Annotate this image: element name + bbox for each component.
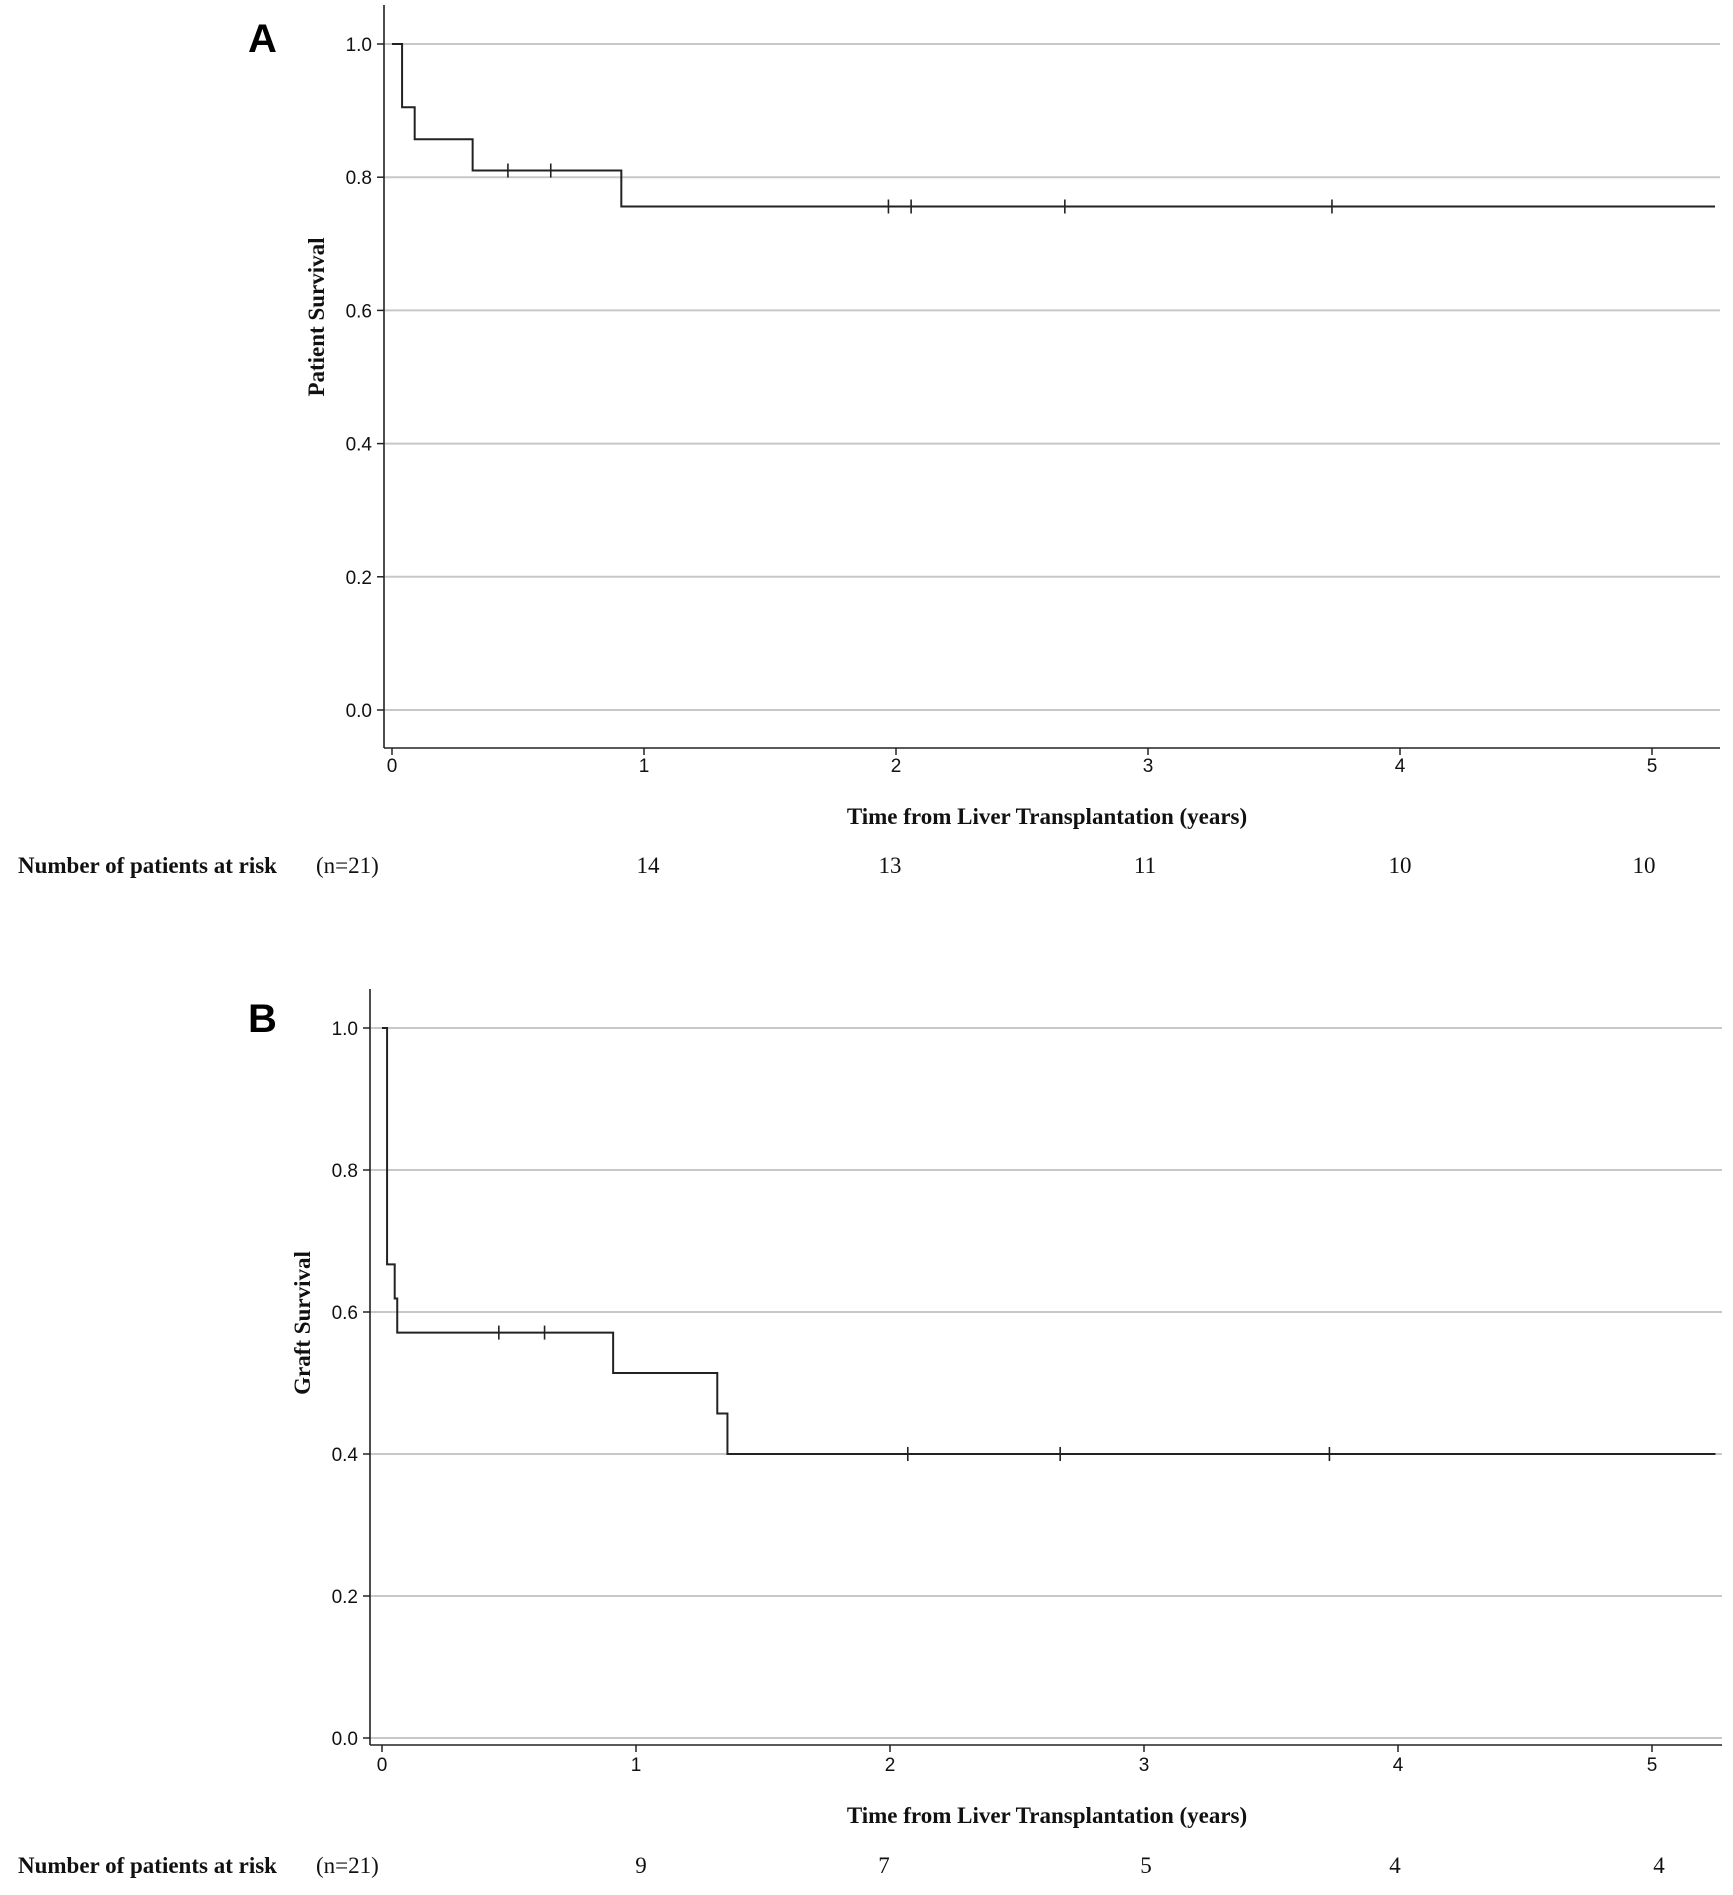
- x-tick-label: 3: [1143, 756, 1154, 777]
- x-tick-label: 0: [377, 1755, 388, 1776]
- risk-count: 7: [878, 1853, 890, 1878]
- y-tick-label: 0.8: [346, 168, 372, 189]
- x-tick-label: 1: [639, 756, 650, 777]
- y-tick-label: 0.6: [332, 1303, 358, 1324]
- risk-count: 10: [1633, 853, 1656, 878]
- x-tick-label: 4: [1393, 1755, 1404, 1776]
- panel-b-survival-curve: [382, 1027, 1716, 1455]
- x-tick-label: 2: [891, 756, 902, 777]
- x-tick-label: 0: [387, 756, 398, 777]
- panel-a-risk-n: (n=21): [316, 853, 379, 878]
- y-tick-label: 0.0: [346, 701, 372, 722]
- panel-b-risk-label: Number of patients at risk: [18, 1853, 277, 1878]
- risk-count: 4: [1389, 1853, 1401, 1878]
- risk-count: 4: [1653, 1853, 1665, 1878]
- x-tick-label: 1: [631, 1755, 642, 1776]
- y-tick-label: 0.0: [332, 1729, 358, 1750]
- panel-a-risk-label: Number of patients at risk: [18, 853, 277, 878]
- panel-a-x-axis-title: Time from Liver Transplantation (years): [847, 804, 1247, 829]
- y-tick-label: 1.0: [332, 1019, 358, 1040]
- panel-a-survival-curve: [392, 43, 1715, 208]
- panel-b-y-axis-title: Graft Survival: [290, 1251, 315, 1395]
- risk-count: 14: [637, 853, 661, 878]
- x-tick-label: 3: [1139, 1755, 1150, 1776]
- panel-b-chart: B 0.0 0.2 0.4 0.6 0.8 1.0 0 1 2 3 4 5 Time from Liver…: [18, 989, 1722, 1878]
- y-tick-label: 0.2: [332, 1587, 358, 1608]
- y-tick-label: 0.6: [346, 301, 372, 322]
- panel-b-x-axis-title: Time from Liver Transplantation (years): [847, 1803, 1247, 1828]
- x-tick-label: 5: [1647, 1755, 1658, 1776]
- risk-count: 13: [879, 853, 902, 878]
- panel-a-y-axis-title: Patient Survival: [304, 237, 329, 396]
- risk-count: 5: [1140, 1853, 1152, 1878]
- risk-count: 10: [1389, 853, 1412, 878]
- y-tick-label: 0.2: [346, 568, 372, 589]
- risk-count: 9: [635, 1853, 647, 1878]
- x-tick-label: 4: [1395, 756, 1406, 777]
- risk-count: 11: [1134, 853, 1156, 878]
- panel-b-letter: B: [248, 997, 277, 1041]
- x-tick-label: 5: [1647, 756, 1658, 777]
- y-tick-label: 0.4: [346, 435, 373, 456]
- y-tick-label: 1.0: [346, 35, 372, 56]
- panel-a-chart: A 0.0 0.2 0.4 0.6 0.8 1.0 0 1 2 3 4 5 Time from Liver…: [18, 5, 1720, 878]
- y-tick-label: 0.4: [332, 1445, 359, 1466]
- x-tick-label: 2: [885, 1755, 896, 1776]
- y-tick-label: 0.8: [332, 1161, 358, 1182]
- panel-a-letter: A: [248, 17, 277, 61]
- panel-b-risk-n: (n=21): [316, 1853, 379, 1878]
